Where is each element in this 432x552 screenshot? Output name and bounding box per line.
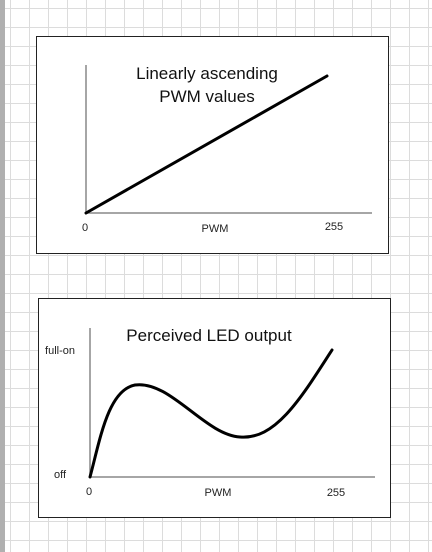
linear-curve <box>84 74 329 215</box>
x-start-label: 0 <box>82 222 88 234</box>
x-start-label: 0 <box>86 486 92 498</box>
x-end-label: 255 <box>325 221 343 233</box>
panel-title: Linearly ascending <box>136 64 278 83</box>
panel-frame <box>36 36 389 254</box>
y-bottom-label: off <box>54 469 67 481</box>
x-axis-label: PWM <box>205 487 232 499</box>
panel-title: Perceived LED output <box>126 326 292 345</box>
perceived-curve <box>88 348 334 479</box>
x-end-label: 255 <box>327 487 345 499</box>
panel-frame <box>38 298 391 518</box>
panel-title: PWM values <box>159 87 254 106</box>
window-edge <box>0 0 5 552</box>
y-top-label: full-on <box>45 345 75 357</box>
x-axis-label: PWM <box>202 223 229 235</box>
